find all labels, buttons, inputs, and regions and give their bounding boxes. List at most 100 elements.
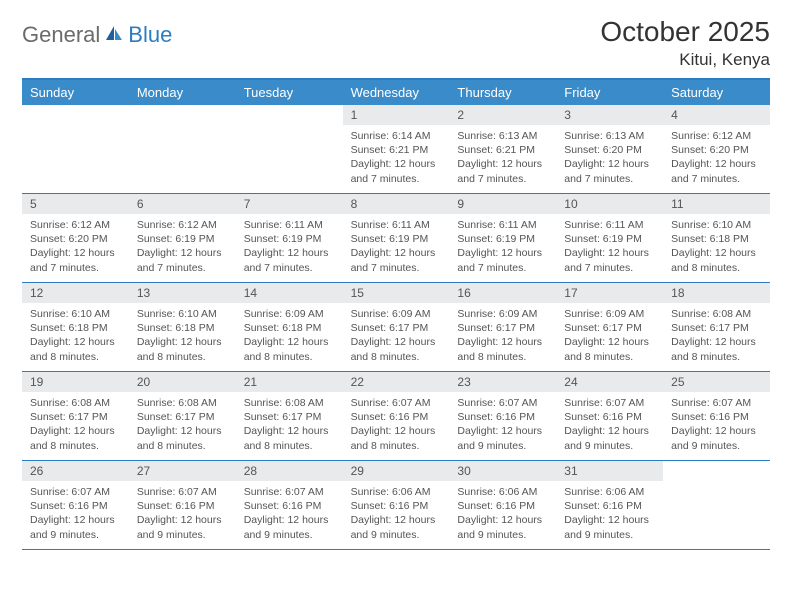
sunset-text: Sunset: 6:20 PM: [30, 232, 121, 246]
page-header: General Blue October 2025 Kitui, Kenya: [22, 16, 770, 70]
sunrise-text: Sunrise: 6:09 AM: [564, 307, 655, 321]
sunrise-text: Sunrise: 6:07 AM: [137, 485, 228, 499]
sunset-text: Sunset: 6:16 PM: [457, 410, 548, 424]
calendar-cell: 1Sunrise: 6:14 AMSunset: 6:21 PMDaylight…: [343, 105, 450, 193]
location-label: Kitui, Kenya: [600, 50, 770, 70]
date-number: [663, 461, 770, 467]
cell-body: Sunrise: 6:07 AMSunset: 6:16 PMDaylight:…: [449, 392, 556, 457]
date-number: 1: [343, 105, 450, 125]
sunset-text: Sunset: 6:17 PM: [244, 410, 335, 424]
daylight-text: Daylight: 12 hours and 9 minutes.: [564, 513, 655, 541]
weekday-header: Tuesday: [236, 80, 343, 105]
date-number: 12: [22, 283, 129, 303]
sunset-text: Sunset: 6:20 PM: [564, 143, 655, 157]
sunrise-text: Sunrise: 6:10 AM: [137, 307, 228, 321]
daylight-text: Daylight: 12 hours and 7 minutes.: [351, 157, 442, 185]
daylight-text: Daylight: 12 hours and 7 minutes.: [457, 246, 548, 274]
cell-body: Sunrise: 6:07 AMSunset: 6:16 PMDaylight:…: [343, 392, 450, 457]
calendar-cell: 21Sunrise: 6:08 AMSunset: 6:17 PMDayligh…: [236, 372, 343, 460]
sunrise-text: Sunrise: 6:14 AM: [351, 129, 442, 143]
daylight-text: Daylight: 12 hours and 7 minutes.: [457, 157, 548, 185]
date-number: 17: [556, 283, 663, 303]
sunset-text: Sunset: 6:20 PM: [671, 143, 762, 157]
cell-body: Sunrise: 6:09 AMSunset: 6:18 PMDaylight:…: [236, 303, 343, 368]
weekday-header: Wednesday: [343, 80, 450, 105]
sunset-text: Sunset: 6:21 PM: [351, 143, 442, 157]
daylight-text: Daylight: 12 hours and 9 minutes.: [244, 513, 335, 541]
date-number: [236, 105, 343, 111]
sunrise-text: Sunrise: 6:07 AM: [457, 396, 548, 410]
date-number: 31: [556, 461, 663, 481]
logo-text-general: General: [22, 22, 100, 48]
cell-body: Sunrise: 6:11 AMSunset: 6:19 PMDaylight:…: [449, 214, 556, 279]
date-number: 9: [449, 194, 556, 214]
date-number: 15: [343, 283, 450, 303]
sunset-text: Sunset: 6:17 PM: [30, 410, 121, 424]
date-number: 6: [129, 194, 236, 214]
sunset-text: Sunset: 6:19 PM: [457, 232, 548, 246]
calendar-cell: 14Sunrise: 6:09 AMSunset: 6:18 PMDayligh…: [236, 283, 343, 371]
calendar-cell: 8Sunrise: 6:11 AMSunset: 6:19 PMDaylight…: [343, 194, 450, 282]
date-number: [22, 105, 129, 111]
cell-body: Sunrise: 6:14 AMSunset: 6:21 PMDaylight:…: [343, 125, 450, 190]
cell-body: Sunrise: 6:12 AMSunset: 6:20 PMDaylight:…: [22, 214, 129, 279]
weekday-header: Saturday: [663, 80, 770, 105]
cell-body: Sunrise: 6:06 AMSunset: 6:16 PMDaylight:…: [556, 481, 663, 546]
calendar-cell: 4Sunrise: 6:12 AMSunset: 6:20 PMDaylight…: [663, 105, 770, 193]
daylight-text: Daylight: 12 hours and 8 minutes.: [671, 335, 762, 363]
calendar-cell: 29Sunrise: 6:06 AMSunset: 6:16 PMDayligh…: [343, 461, 450, 549]
calendar-week-row: 5Sunrise: 6:12 AMSunset: 6:20 PMDaylight…: [22, 194, 770, 283]
cell-body: Sunrise: 6:08 AMSunset: 6:17 PMDaylight:…: [129, 392, 236, 457]
sunrise-text: Sunrise: 6:08 AM: [244, 396, 335, 410]
daylight-text: Daylight: 12 hours and 8 minutes.: [457, 335, 548, 363]
sunset-text: Sunset: 6:17 PM: [137, 410, 228, 424]
cell-body: Sunrise: 6:07 AMSunset: 6:16 PMDaylight:…: [236, 481, 343, 546]
sunrise-text: Sunrise: 6:07 AM: [30, 485, 121, 499]
date-number: 24: [556, 372, 663, 392]
calendar-cell: 24Sunrise: 6:07 AMSunset: 6:16 PMDayligh…: [556, 372, 663, 460]
cell-body: Sunrise: 6:11 AMSunset: 6:19 PMDaylight:…: [343, 214, 450, 279]
sunset-text: Sunset: 6:17 PM: [564, 321, 655, 335]
date-number: 25: [663, 372, 770, 392]
date-number: 4: [663, 105, 770, 125]
date-number: 29: [343, 461, 450, 481]
calendar-cell: 3Sunrise: 6:13 AMSunset: 6:20 PMDaylight…: [556, 105, 663, 193]
calendar-cell: 5Sunrise: 6:12 AMSunset: 6:20 PMDaylight…: [22, 194, 129, 282]
date-number: 28: [236, 461, 343, 481]
date-number: 3: [556, 105, 663, 125]
daylight-text: Daylight: 12 hours and 8 minutes.: [351, 424, 442, 452]
cell-body: Sunrise: 6:08 AMSunset: 6:17 PMDaylight:…: [22, 392, 129, 457]
sunrise-text: Sunrise: 6:07 AM: [671, 396, 762, 410]
daylight-text: Daylight: 12 hours and 8 minutes.: [30, 335, 121, 363]
cell-body: Sunrise: 6:06 AMSunset: 6:16 PMDaylight:…: [343, 481, 450, 546]
calendar-cell: 31Sunrise: 6:06 AMSunset: 6:16 PMDayligh…: [556, 461, 663, 549]
sunset-text: Sunset: 6:19 PM: [351, 232, 442, 246]
daylight-text: Daylight: 12 hours and 8 minutes.: [564, 335, 655, 363]
daylight-text: Daylight: 12 hours and 9 minutes.: [564, 424, 655, 452]
date-number: 14: [236, 283, 343, 303]
sunrise-text: Sunrise: 6:13 AM: [564, 129, 655, 143]
sunrise-text: Sunrise: 6:09 AM: [457, 307, 548, 321]
daylight-text: Daylight: 12 hours and 8 minutes.: [351, 335, 442, 363]
calendar-cell: 18Sunrise: 6:08 AMSunset: 6:17 PMDayligh…: [663, 283, 770, 371]
cell-body: Sunrise: 6:11 AMSunset: 6:19 PMDaylight:…: [556, 214, 663, 279]
sunset-text: Sunset: 6:17 PM: [671, 321, 762, 335]
calendar-cell: [236, 105, 343, 193]
calendar-cell: [129, 105, 236, 193]
daylight-text: Daylight: 12 hours and 9 minutes.: [137, 513, 228, 541]
weekday-header: Friday: [556, 80, 663, 105]
sunset-text: Sunset: 6:16 PM: [457, 499, 548, 513]
sail-icon: [104, 24, 124, 47]
calendar-cell: 22Sunrise: 6:07 AMSunset: 6:16 PMDayligh…: [343, 372, 450, 460]
date-number: 22: [343, 372, 450, 392]
weekday-header: Monday: [129, 80, 236, 105]
calendar-cell: 9Sunrise: 6:11 AMSunset: 6:19 PMDaylight…: [449, 194, 556, 282]
calendar-cell: 26Sunrise: 6:07 AMSunset: 6:16 PMDayligh…: [22, 461, 129, 549]
date-number: 16: [449, 283, 556, 303]
calendar-cell: 15Sunrise: 6:09 AMSunset: 6:17 PMDayligh…: [343, 283, 450, 371]
date-number: 7: [236, 194, 343, 214]
logo: General Blue: [22, 16, 172, 48]
sunset-text: Sunset: 6:16 PM: [351, 499, 442, 513]
calendar-cell: 30Sunrise: 6:06 AMSunset: 6:16 PMDayligh…: [449, 461, 556, 549]
daylight-text: Daylight: 12 hours and 9 minutes.: [351, 513, 442, 541]
